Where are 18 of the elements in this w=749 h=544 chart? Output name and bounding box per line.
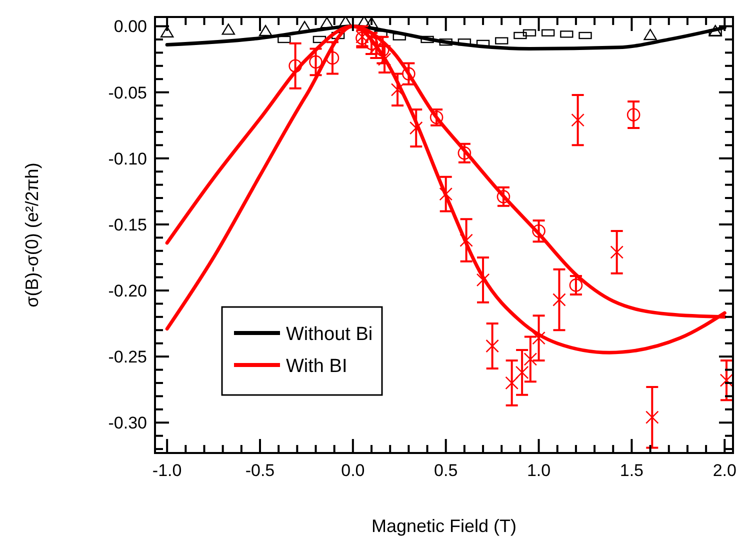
x-axis-title: Magnetic Field (T) xyxy=(371,516,517,536)
x-tick-label: 1.0 xyxy=(526,461,551,480)
y-tick-label: -0.15 xyxy=(108,215,147,234)
x-tick-label: 1.5 xyxy=(620,461,644,480)
x-tick-label: 2.0 xyxy=(712,461,736,480)
x-tick-label: 0.0 xyxy=(341,461,365,480)
x-tick-label: -0.5 xyxy=(245,461,275,480)
y-tick-label: -0.30 xyxy=(108,414,147,433)
x-tick-label: -1.0 xyxy=(152,461,182,480)
legend-label: Without Bi xyxy=(286,324,373,345)
y-axis-title: σ(B)-σ(0) (e²/2πh) xyxy=(22,162,42,308)
y-tick-label: -0.20 xyxy=(108,281,147,300)
y-tick-label: -0.05 xyxy=(108,83,147,102)
y-tick-label: -0.10 xyxy=(108,149,147,168)
legend-label: With BI xyxy=(286,356,348,377)
x-tick-label: 0.5 xyxy=(434,461,458,480)
y-tick-label: 0.00 xyxy=(114,17,147,36)
y-tick-label: -0.25 xyxy=(108,348,147,367)
